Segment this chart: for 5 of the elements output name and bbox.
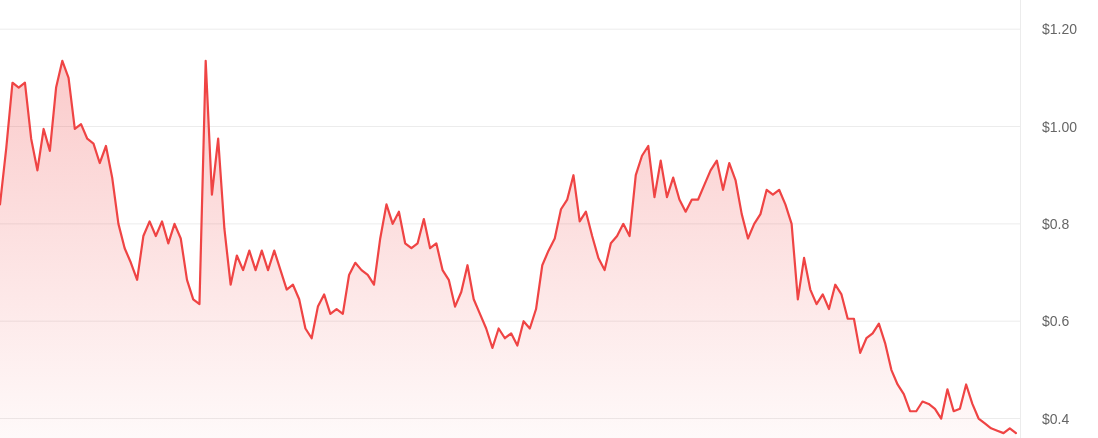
y-tick-label: $0.4 [1042, 410, 1070, 427]
y-tick-label: $0.6 [1042, 313, 1070, 330]
y-tick-label: $1.20 [1042, 21, 1078, 38]
y-tick-label: $0.8 [1042, 215, 1070, 232]
y-tick-label: $1.00 [1042, 118, 1078, 135]
